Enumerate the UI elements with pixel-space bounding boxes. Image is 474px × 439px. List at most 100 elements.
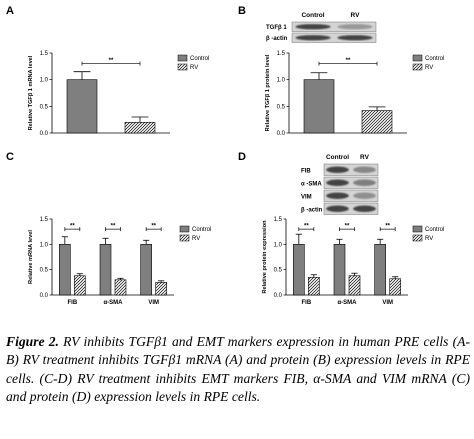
x-tick-label: α-SMA — [103, 300, 123, 306]
rv-bar — [361, 110, 393, 134]
blot-row-label: FIB — [301, 168, 311, 174]
control-bar — [66, 79, 98, 134]
rv-bar — [308, 276, 320, 296]
western-blot: Control RV TGFβ 1 β -actin — [266, 12, 377, 43]
significance-label: ** — [346, 58, 351, 64]
blot-band — [295, 24, 331, 30]
y-tick-label: 0.5 — [40, 268, 49, 274]
rv-bar — [389, 278, 401, 296]
y-axis-label: Relative protein expression — [262, 220, 268, 294]
blot-strip — [323, 163, 379, 176]
control-bar — [140, 244, 152, 296]
legend-label: Control — [190, 56, 209, 62]
legend-swatch — [412, 54, 423, 62]
rv-bar — [124, 122, 156, 134]
blot-lane-label: Control — [301, 12, 324, 19]
panel-letter: C — [6, 151, 14, 163]
y-axis-label: Relative TGFβ 1 mRNA level — [28, 55, 34, 130]
legend-swatch — [412, 234, 423, 242]
significance-label: ** — [304, 224, 309, 230]
caption-text: RV inhibits TGFβ1 and EMT markers expres… — [6, 334, 470, 405]
rv-bar — [155, 282, 167, 296]
control-bar — [293, 244, 305, 296]
blot-band — [337, 24, 373, 30]
blot-band — [326, 179, 349, 186]
y-tick-label: 1.0 — [274, 242, 283, 248]
legend-label: Control — [425, 227, 444, 233]
legend-swatch — [412, 63, 423, 71]
control-bar — [59, 244, 71, 296]
blot-strip — [323, 189, 379, 202]
control-bar — [333, 244, 346, 296]
y-tick-label: 0.0 — [40, 293, 49, 299]
blot-lane-label: RV — [351, 12, 361, 19]
y-tick-label: 1.5 — [277, 51, 286, 57]
y-tick-label: 1.0 — [40, 242, 49, 248]
x-tick-label: α-SMA — [337, 300, 357, 306]
legend-swatch — [177, 63, 188, 71]
figure-panels: A 0.0 0.5 1.0 1.5 Relative TGFβ 1 mRNA level *… — [6, 5, 444, 306]
blot-row-label: α -SMA — [301, 181, 322, 187]
caption-label: Figure 2. — [6, 334, 59, 349]
y-tick-label: 0.0 — [40, 131, 49, 137]
rv-bar — [348, 275, 361, 296]
blot-band — [326, 166, 349, 173]
y-tick-label: 1.0 — [277, 78, 286, 84]
x-tick-label: VIM — [148, 300, 159, 306]
significance-label: ** — [151, 224, 156, 230]
y-tick-label: 1.0 — [40, 78, 49, 84]
y-tick-label: 1.5 — [40, 51, 49, 57]
figure-caption: Figure 2. RV inhibits TGFβ1 and EMT mark… — [6, 333, 470, 407]
significance-label: ** — [111, 224, 116, 230]
panel-A: A 0.0 0.5 1.0 1.5 Relative TGFβ 1 mRNA level *… — [6, 5, 209, 137]
blot-band — [326, 192, 349, 199]
legend-swatch — [177, 54, 188, 62]
y-tick-label: 0.5 — [40, 104, 49, 110]
panel-letter: D — [238, 151, 246, 163]
blot-band — [295, 35, 331, 41]
panel-B: B Control RV TGFβ 1 β -actin 0.0 0.5 1.0 1.5 Rela… — [238, 5, 444, 137]
y-tick-label: 1.5 — [40, 217, 49, 223]
blot-lane-label: RV — [360, 154, 370, 161]
legend-label: RV — [192, 236, 200, 242]
legend-label: RV — [190, 65, 198, 71]
panel-C: C 0.0 0.5 1.0 1.5 Relative mRNA level ** FIB ** α… — [6, 151, 211, 306]
legend-label: Control — [425, 56, 444, 62]
y-axis-label: Relative TGFβ 1 protein level — [265, 54, 271, 131]
blot-row-label: β -actin — [301, 207, 323, 213]
legend-swatch — [412, 225, 423, 233]
y-axis-label: Relative mRNA level — [28, 230, 34, 284]
y-tick-label: 0.0 — [274, 293, 283, 299]
significance-label: ** — [109, 58, 114, 64]
blot-band — [326, 205, 349, 212]
panel-D: D Control RV FIB α -SMA VIM β -actin 0.0 0.5 1.0 1… — [238, 151, 444, 306]
control-bar — [374, 244, 386, 296]
blot-row-label: β -actin — [266, 36, 288, 42]
significance-label: ** — [345, 224, 350, 230]
y-tick-label: 0.5 — [277, 104, 286, 110]
blot-row-label: TGFβ 1 — [266, 25, 287, 31]
blot-row-label: VIM — [301, 194, 312, 200]
panel-letter: A — [6, 5, 14, 17]
blot-band — [353, 179, 376, 186]
control-bar — [99, 244, 112, 296]
significance-label: ** — [70, 224, 75, 230]
blot-band — [353, 205, 376, 212]
legend-label: RV — [425, 236, 433, 242]
x-tick-label: FIB — [67, 300, 77, 306]
legend-swatch — [179, 225, 190, 233]
blot-strip — [291, 21, 377, 32]
blot-strip — [291, 32, 377, 43]
legend-label: Control — [192, 227, 211, 233]
control-bar — [303, 79, 335, 134]
legend-label: RV — [425, 65, 433, 71]
blot-strip — [323, 176, 379, 189]
y-tick-label: 0.0 — [277, 131, 286, 137]
y-tick-label: 1.5 — [274, 217, 283, 223]
blot-band — [337, 35, 373, 41]
rv-bar — [74, 275, 86, 296]
x-tick-label: VIM — [382, 300, 393, 306]
significance-label: ** — [385, 224, 390, 230]
panel-letter: B — [238, 5, 246, 17]
y-tick-label: 0.5 — [274, 268, 283, 274]
